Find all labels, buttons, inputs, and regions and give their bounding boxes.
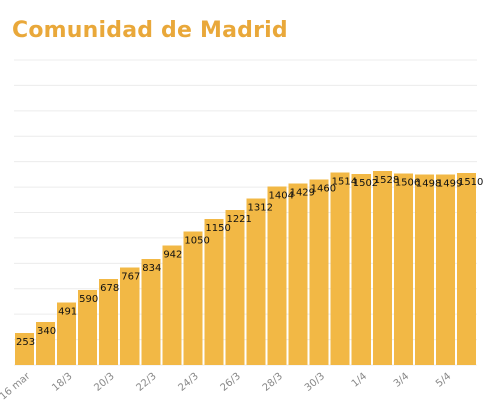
x-tick-label: 3/4 — [392, 371, 411, 390]
value-label: 678 — [100, 283, 119, 294]
chart-title: Comunidad de Madrid — [12, 18, 288, 43]
value-label: 1528 — [374, 175, 399, 186]
bar — [57, 302, 77, 365]
value-label: 834 — [142, 263, 161, 274]
value-label: 1221 — [226, 214, 251, 225]
value-label: 340 — [37, 326, 56, 337]
bar — [183, 231, 203, 365]
bar — [414, 174, 434, 365]
value-label: 1460 — [311, 183, 336, 194]
x-axis-ticks: 16 mar 18/3 20/3 22/3 24/3 26/3 28/3 30/3 1/4 3/4… — [0, 370, 453, 402]
value-label: 1514 — [332, 177, 357, 188]
bar — [78, 290, 98, 365]
value-label: 1502 — [353, 178, 378, 189]
x-tick-label: 26/3 — [219, 371, 243, 394]
x-tick-label: 30/3 — [303, 371, 327, 394]
value-label: 1312 — [248, 202, 273, 213]
bar — [141, 259, 161, 365]
value-label: 1050 — [184, 236, 209, 247]
x-tick-label: 22/3 — [134, 371, 158, 394]
value-label: 1150 — [205, 223, 230, 234]
bar — [372, 170, 392, 365]
x-tick-label: 1/4 — [350, 371, 369, 390]
value-label: 1499 — [437, 179, 462, 190]
bar — [267, 186, 287, 365]
value-label: 491 — [58, 307, 77, 318]
bar — [435, 174, 455, 365]
value-label: 253 — [16, 337, 35, 348]
value-label: 1506 — [395, 178, 420, 189]
bar — [246, 198, 266, 365]
bar — [393, 173, 413, 365]
bar — [15, 332, 35, 365]
x-tick-label: 28/3 — [261, 371, 285, 394]
value-label: 942 — [163, 249, 182, 260]
x-tick-label: 5/4 — [434, 371, 453, 390]
bars — [15, 170, 476, 365]
bar — [351, 174, 371, 365]
value-label: 1429 — [290, 187, 315, 198]
x-tick-label: 24/3 — [177, 371, 201, 394]
bar — [204, 218, 224, 365]
bar — [36, 321, 56, 365]
bar — [456, 173, 476, 365]
x-tick-label: 20/3 — [92, 371, 116, 394]
x-tick-label: 16 mar — [0, 370, 33, 402]
x-tick-label: 18/3 — [50, 371, 74, 394]
bar — [309, 179, 329, 365]
value-label: 1404 — [269, 191, 294, 202]
bar — [288, 183, 308, 365]
bar — [99, 278, 119, 365]
bar — [162, 245, 182, 365]
value-label: 590 — [79, 294, 98, 305]
bar — [330, 172, 350, 365]
value-label: 767 — [121, 272, 140, 283]
value-label: 1498 — [416, 179, 441, 190]
bar — [120, 267, 140, 365]
value-label: 1510 — [458, 177, 483, 188]
bar — [225, 209, 245, 365]
